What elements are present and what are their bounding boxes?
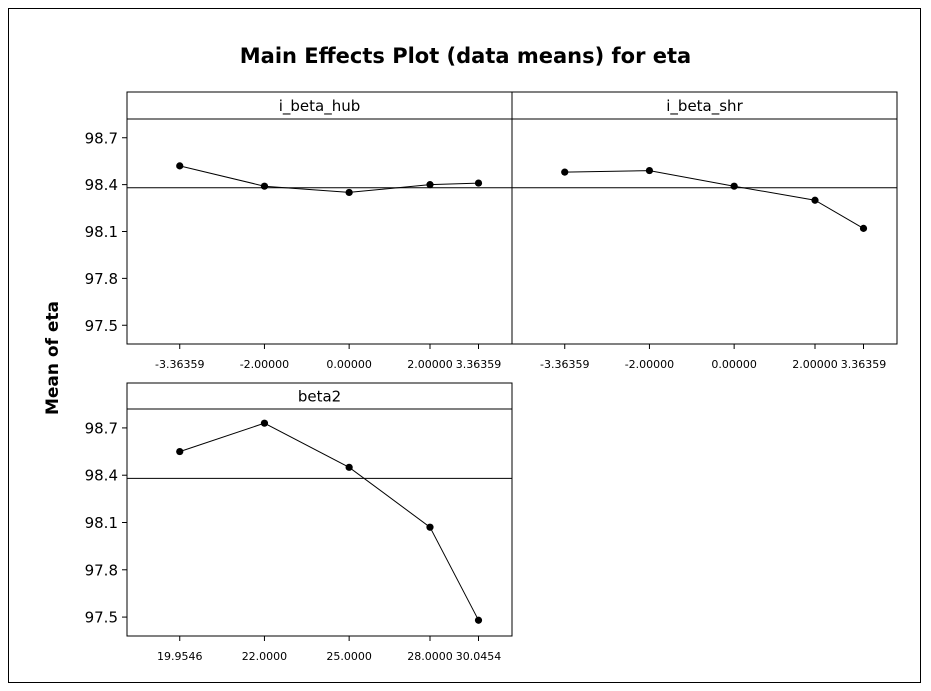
panel-border <box>511 91 898 345</box>
y-tick-label: 98.1 <box>85 223 118 241</box>
y-tick-label: 97.8 <box>85 561 118 579</box>
y-tick-label: 97.5 <box>85 317 118 335</box>
y-tick-label: 98.7 <box>85 129 118 147</box>
data-point <box>859 224 868 232</box>
x-tick-label: 2.00000 <box>792 358 838 371</box>
x-tick-label: 28.0000 <box>407 650 453 663</box>
data-point <box>426 181 434 189</box>
data-point <box>345 463 353 471</box>
panel-beta2: beta2 98.7 98.4 98.1 97.8 97.5 19.9546 22.0000 2… <box>85 382 513 663</box>
data-point <box>811 196 819 204</box>
y-tick-label: 97.8 <box>85 270 118 288</box>
chart-title: Main Effects Plot (data means) for eta <box>239 44 692 68</box>
x-tick-label: 30.0454 <box>456 650 502 663</box>
panel-strip-label: beta2 <box>298 388 341 406</box>
data-point <box>474 179 483 187</box>
x-tick-label: 3.36359 <box>841 358 887 371</box>
x-tick-label: -3.36359 <box>540 358 589 371</box>
data-point <box>260 419 269 427</box>
x-tick-label: 0.00000 <box>326 358 372 371</box>
y-tick-label: 98.1 <box>85 514 118 532</box>
x-tick-label: -3.36359 <box>155 358 204 371</box>
y-tick-label: 98.7 <box>85 419 118 437</box>
data-point <box>645 166 654 175</box>
panel-border <box>126 91 513 345</box>
panel-strip <box>126 382 513 410</box>
panel-i_beta_shr: i_beta_shr -3.36359 -2.00000 0.00000 2.00000… <box>511 91 898 371</box>
data-point <box>561 168 569 176</box>
x-tick-label: -2.00000 <box>625 358 674 371</box>
y-tick-label: 98.4 <box>85 176 118 194</box>
x-tick-label: -2.00000 <box>240 358 289 371</box>
x-tick-label: 3.36359 <box>456 358 502 371</box>
x-tick-label: 19.9546 <box>157 650 203 663</box>
x-tick-label: 25.0000 <box>326 650 372 663</box>
panel-strip <box>126 91 513 120</box>
panel-strip <box>511 91 898 120</box>
x-tick-label: 0.00000 <box>711 358 757 371</box>
y-tick-label: 97.5 <box>85 609 118 627</box>
panel-border <box>126 382 513 637</box>
x-tick-label: 2.00000 <box>407 358 453 371</box>
data-point <box>260 182 269 190</box>
data-point <box>345 188 353 197</box>
panel-i_beta_hub: i_beta_hub 98.7 98.4 98.1 97.8 97.5 -3.36359 -2… <box>85 91 513 371</box>
data-point <box>426 523 434 531</box>
x-tick-label: 22.0000 <box>242 650 288 663</box>
data-point <box>474 616 483 624</box>
y-tick-label: 98.4 <box>85 467 118 485</box>
data-point <box>176 447 184 456</box>
data-point <box>730 182 738 190</box>
data-point <box>176 162 184 170</box>
panel-strip-label: i_beta_hub <box>279 97 361 116</box>
panel-strip-label: i_beta_shr <box>666 97 743 116</box>
